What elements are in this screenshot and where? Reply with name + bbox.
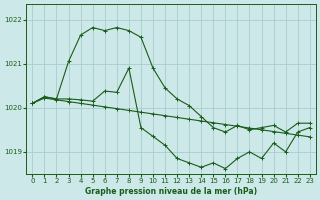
X-axis label: Graphe pression niveau de la mer (hPa): Graphe pression niveau de la mer (hPa)	[85, 187, 257, 196]
